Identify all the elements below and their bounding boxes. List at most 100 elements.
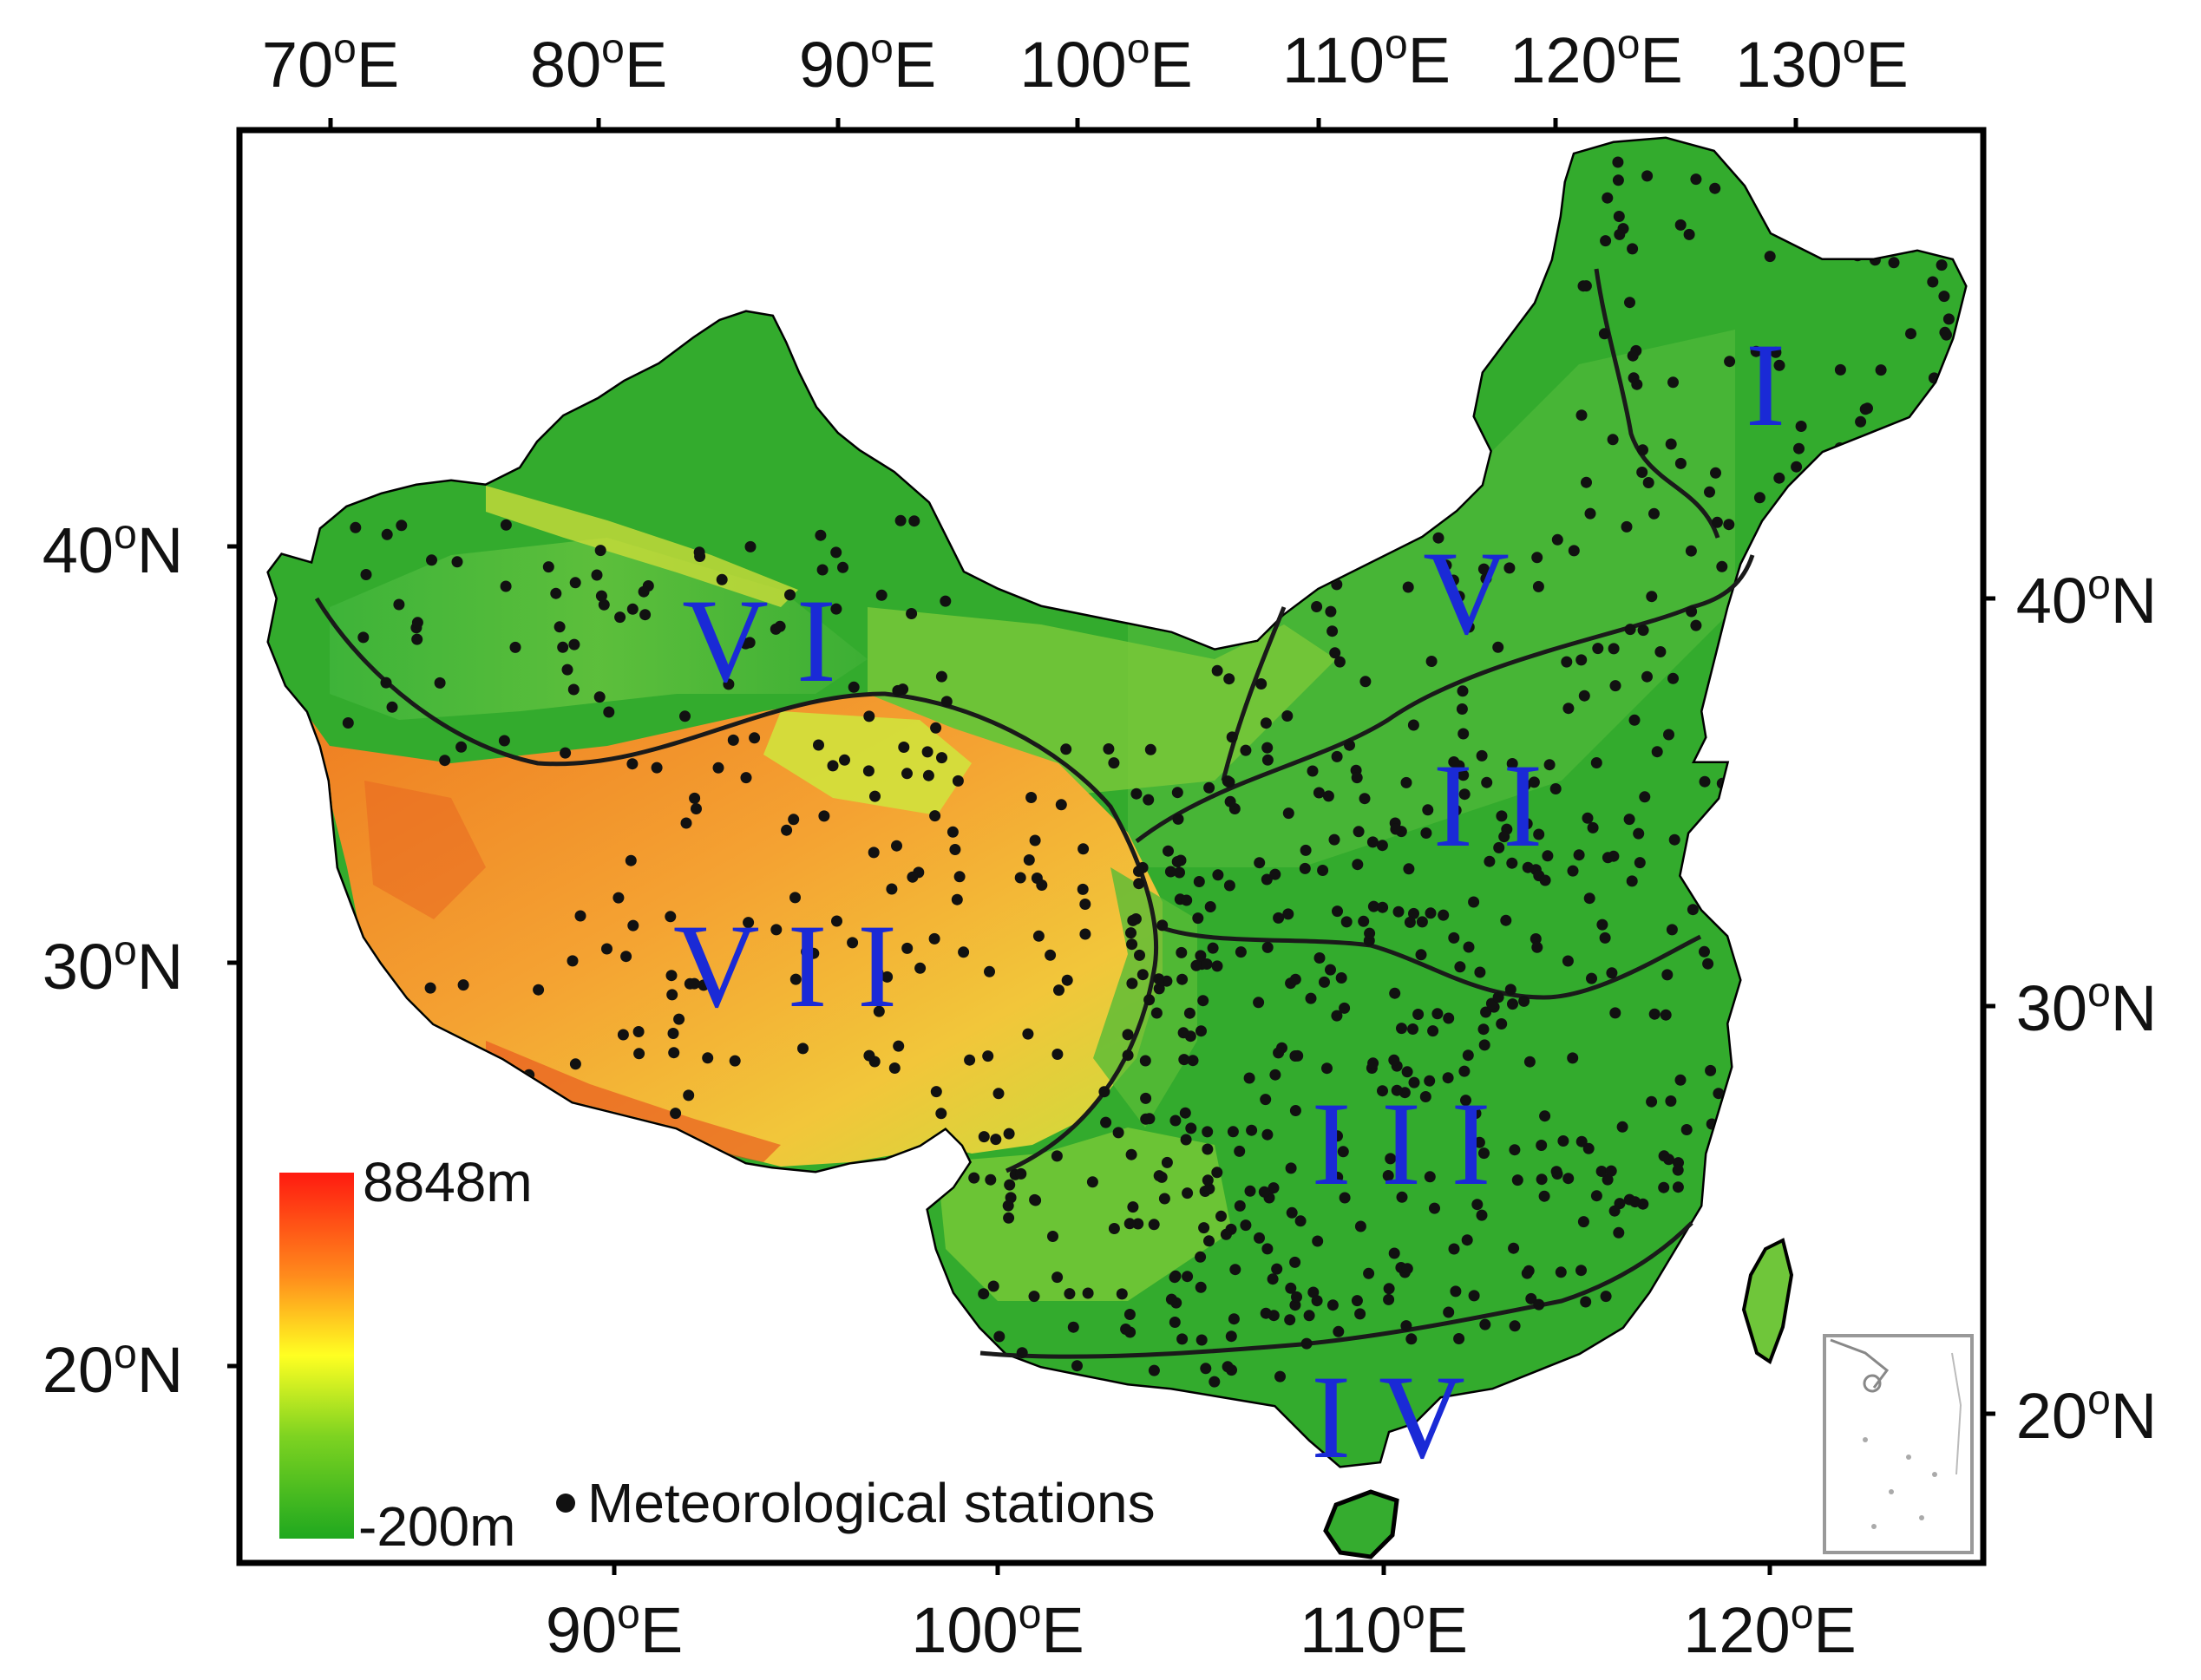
station-dot [1051,1150,1063,1162]
station-dot [1634,857,1646,869]
station-dot [426,554,437,566]
station-dot [1905,328,1916,340]
station-dot [1108,757,1120,769]
station-dot [984,965,995,977]
station-dot [1476,749,1488,762]
top-lon-label: 120oE [1510,22,1683,96]
station-dot [1299,862,1311,874]
station-dot [1195,950,1207,962]
legend-min-label: -200m [358,1495,515,1558]
station-dot [1458,788,1471,801]
station-dot [1321,1062,1333,1075]
station-dot [1667,376,1679,389]
station-dot [1181,894,1193,906]
station-dot [1244,1185,1256,1197]
station-dot [1281,710,1294,722]
station-dot [439,755,451,767]
station-dot [639,609,652,621]
station-dot [801,945,813,958]
station-dot [1438,560,1451,572]
station-dot [1143,994,1156,1006]
station-dot [612,892,625,904]
station-dot [1223,776,1235,788]
station-dot [1176,946,1188,958]
station-dot [1448,932,1460,944]
station-dot [1331,750,1343,762]
station-dot [872,967,884,979]
station-dot [1422,804,1434,816]
station-dot [1420,827,1432,839]
station-dot [393,598,405,611]
station-dot [1253,997,1265,1009]
station-dot [1317,865,1329,876]
station-dot [1613,1226,1625,1239]
station-dot [901,768,913,780]
station-dot [1177,1027,1189,1039]
station-dot [1122,1029,1134,1041]
station-dot [1654,646,1667,657]
station-dot [1523,1056,1536,1068]
station-dot [1202,1126,1214,1138]
station-dot [1575,1135,1588,1147]
station-dot [1269,1069,1281,1081]
station-dot [457,979,469,991]
station-dot [1029,834,1041,847]
station-dot [1468,896,1480,908]
station-dot [1364,927,1376,939]
station-dot [1169,1317,1181,1328]
station-dot [1137,969,1149,981]
bottom-longitude-labels: 90oE 100oE 110oE 120oE [546,1592,1857,1666]
station-dot [411,633,423,645]
station-dot [1382,1170,1394,1181]
station-dot [1028,1291,1040,1303]
station-dot [633,1048,645,1060]
station-dot [1504,984,1516,996]
station-dot [1753,492,1765,504]
station-dot [1599,932,1611,944]
station-dot [1339,1002,1351,1014]
station-dot [651,762,663,774]
station-dot [1183,1007,1195,1019]
station-dot [784,589,796,601]
station-dot [1123,1309,1136,1320]
station-dot [964,1054,976,1066]
station-dot [788,814,800,826]
station-dot [1053,984,1064,997]
station-dot [1340,916,1353,928]
station-dot [1202,1174,1214,1186]
station-dot [1416,916,1428,928]
station-dot [958,946,970,958]
station-dot [1261,941,1274,953]
station-dot [928,932,940,945]
station-dot [386,701,398,713]
station-dot [1711,516,1723,528]
station-dot [591,569,603,581]
station-dot [498,735,510,747]
station-dot [744,540,757,552]
station-dot [1004,1179,1016,1191]
station-dot [1174,866,1185,879]
station-dot [1289,1256,1301,1268]
station-dot [1261,1243,1274,1255]
station-dot [1936,259,1948,271]
station-dot [1198,1222,1210,1234]
station-dot [1222,1361,1234,1373]
station-dot [1461,1234,1473,1246]
station-dot [1187,1055,1199,1067]
station-dot [1724,356,1736,368]
station-dot [1126,938,1138,951]
station-dot [1335,972,1347,984]
station-dot [1319,976,1330,988]
station-dot [1045,949,1057,961]
station-dot [451,556,463,568]
station-dot [1169,1271,1181,1284]
station-dot [455,741,468,753]
station-dot [1408,1076,1420,1088]
station-dot [930,722,942,734]
station-dot [1530,933,1542,945]
station-dot [1203,1235,1215,1247]
station-dot [1303,1310,1315,1322]
station-dot [567,955,579,967]
station-dot [1507,998,1518,1010]
